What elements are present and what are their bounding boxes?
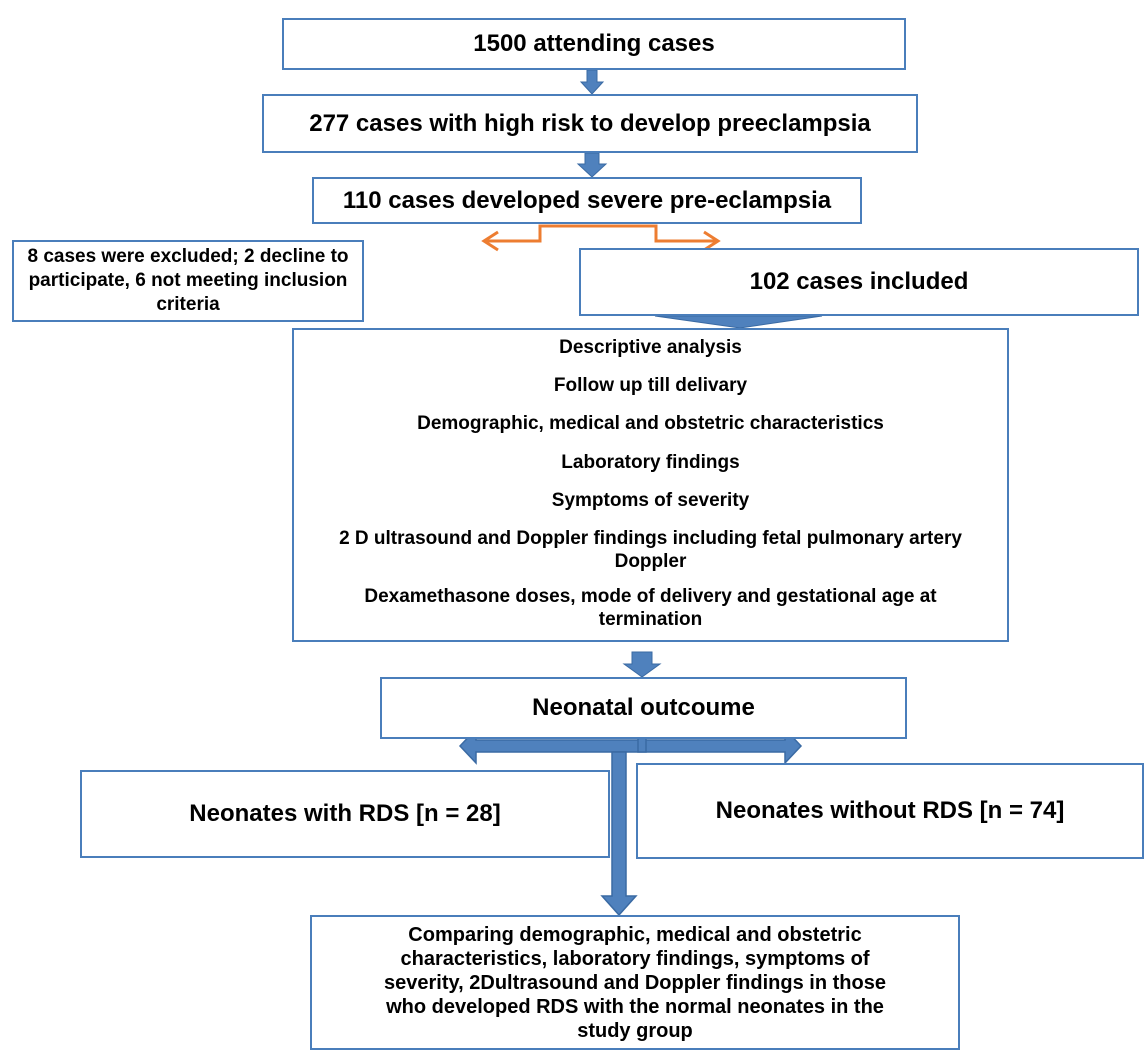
neonatal-outcome-box: Neonatal outcoume bbox=[380, 677, 907, 739]
analysis-item-symptoms: Symptoms of severity bbox=[551, 489, 750, 511]
attending-cases-box: 1500 attending cases bbox=[282, 18, 906, 70]
comparison-text: Comparing demographic, medical and obste… bbox=[384, 923, 886, 1042]
high-risk-text: 277 cases with high risk to develop pree… bbox=[309, 109, 871, 137]
neonatal-outcome-text: Neonatal outcoume bbox=[532, 694, 755, 721]
comparison-box: Comparing demographic, medical and obste… bbox=[310, 915, 960, 1050]
analysis-item-dexamethasone: Dexamethasone doses, mode of delivery an… bbox=[364, 586, 937, 631]
attending-cases-text: 1500 attending cases bbox=[473, 30, 715, 57]
neonates-with-rds-box: Neonates with RDS [n = 28] bbox=[80, 770, 610, 858]
severe-preeclampsia-box: 110 cases developed severe pre-eclampsia bbox=[312, 177, 862, 224]
arrow-highrisk-to-severe bbox=[576, 152, 608, 178]
included-cases-text: 102 cases included bbox=[749, 268, 969, 295]
analysis-item-ultrasound: 2 D ultrasound and Doppler findings incl… bbox=[339, 527, 962, 573]
arrow-included-to-analysis bbox=[654, 315, 823, 329]
analysis-item-follow-up: Follow up till delivary bbox=[553, 375, 748, 397]
high-risk-box: 277 cases with high risk to develop pree… bbox=[262, 94, 918, 153]
split-arrow-excluded-included bbox=[481, 224, 721, 252]
neonates-with-rds-text: Neonates with RDS [n = 28] bbox=[189, 800, 501, 827]
arrow-attending-to-highrisk bbox=[579, 69, 605, 95]
neonates-without-rds-box: Neonates without RDS [n = 74] bbox=[636, 763, 1144, 859]
analysis-item-laboratory: Laboratory findings bbox=[561, 451, 740, 473]
analysis-item-descriptive: Descriptive analysis bbox=[559, 337, 742, 358]
included-cases-box: 102 cases included bbox=[579, 248, 1139, 316]
neonates-without-rds-text: Neonates without RDS [n = 74] bbox=[715, 797, 1065, 824]
excluded-cases-text: 8 cases were excluded; 2 decline to part… bbox=[27, 246, 349, 315]
excluded-cases-box: 8 cases were excluded; 2 decline to part… bbox=[12, 240, 364, 322]
arrow-analysis-to-outcome bbox=[622, 651, 662, 678]
severe-preeclampsia-text: 110 cases developed severe pre-eclampsia bbox=[342, 186, 832, 214]
analysis-item-demographic: Demographic, medical and obstetric chara… bbox=[417, 413, 884, 435]
descriptive-analysis-box: Descriptive analysis Follow up till deli… bbox=[292, 328, 1009, 642]
